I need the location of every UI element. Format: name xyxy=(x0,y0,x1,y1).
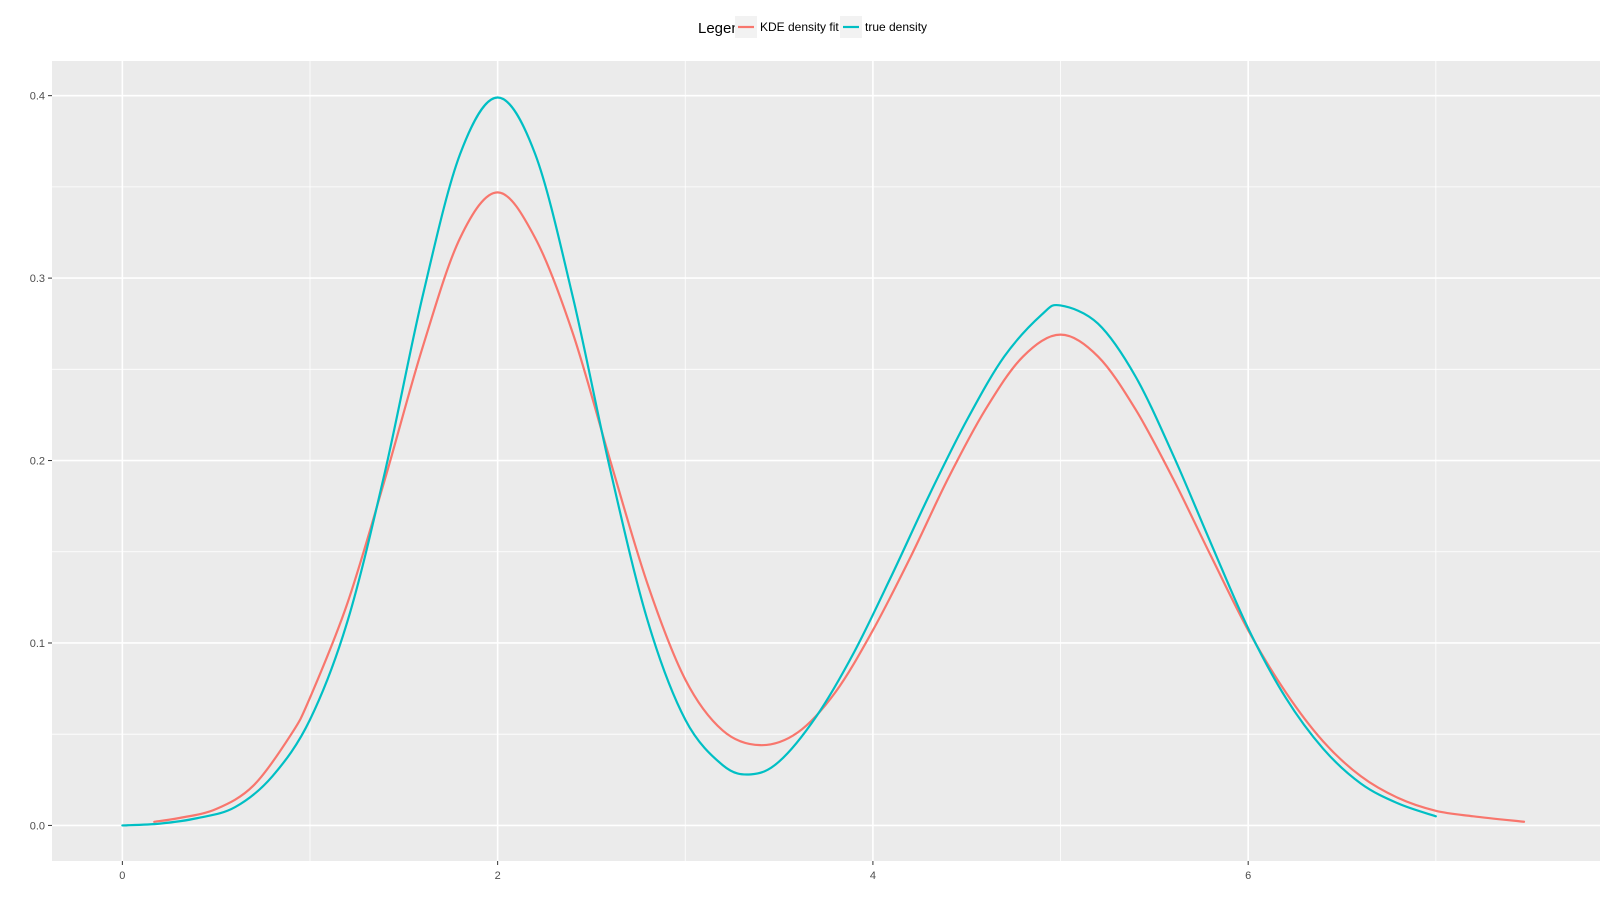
x-tick-label: 6 xyxy=(1245,870,1251,882)
y-tick-label: 0.4 xyxy=(30,91,45,103)
series-line-true-density xyxy=(121,96,1437,827)
minor-gridlines xyxy=(52,61,1600,861)
y-tick-label: 0.0 xyxy=(30,820,45,832)
legend-entry-kde-density-fit: KDE density fit xyxy=(735,16,839,38)
y-tick-label: 0.3 xyxy=(30,273,45,285)
legend-label: KDE density fit xyxy=(760,20,839,34)
x-tick-label: 2 xyxy=(495,870,501,882)
y-tick-label: 0.2 xyxy=(30,456,45,468)
x-tick-label: 0 xyxy=(119,870,125,882)
legend-entry-true-density: true density xyxy=(840,16,927,38)
y-tick-label: 0.1 xyxy=(30,638,45,650)
axis-tick-labels: 0 2 4 6 0.0 0.1 0.2 0.3 0.4 xyxy=(30,91,1252,882)
legend: Legend KDE density fit true density xyxy=(698,16,927,38)
series-layer xyxy=(121,96,1526,827)
x-tick-label: 4 xyxy=(870,870,876,882)
legend-entries: KDE density fit true density xyxy=(735,16,927,38)
legend-label: true density xyxy=(865,20,927,34)
major-gridlines xyxy=(52,61,1600,861)
axis-ticks xyxy=(48,95,1249,865)
